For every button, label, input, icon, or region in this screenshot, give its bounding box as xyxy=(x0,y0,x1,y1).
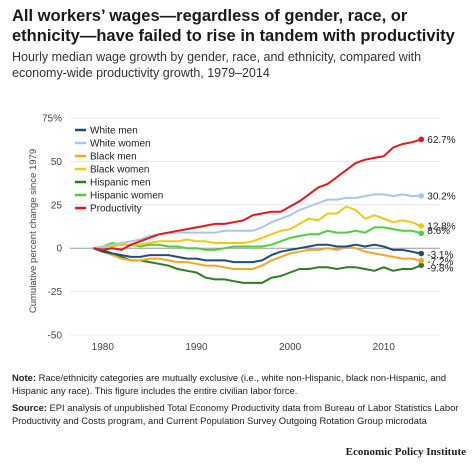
end-point xyxy=(418,250,425,257)
chart-title: All workers’ wages—regardless of gender,… xyxy=(12,7,455,45)
end-point xyxy=(418,230,425,237)
x-tick-label: 1980 xyxy=(92,342,115,353)
series-line-black-men xyxy=(93,245,422,270)
legend-label: White men xyxy=(90,126,138,137)
series-line-hispanic-men xyxy=(93,247,422,284)
y-tick-label: -50 xyxy=(48,331,63,342)
y-tick-label: -25 xyxy=(48,287,63,298)
y-tick-label: 0 xyxy=(56,244,62,255)
legend-label: Productivity xyxy=(90,204,142,215)
source-label: Source: xyxy=(12,402,47,413)
gridlines xyxy=(70,117,440,336)
end-value-labels: -3.1% 30.2% -7.2% 12.8% -9.8% 8.6% 62.7% xyxy=(427,135,455,275)
chart-subtitle: Hourly median wage growth by gender, rac… xyxy=(12,50,422,80)
end-label: -9.8% xyxy=(427,264,453,275)
note-text: Race/ethnicity categories are mutually e… xyxy=(12,372,447,396)
end-label: 8.6% xyxy=(427,226,450,237)
series-line-hispanic-women xyxy=(93,226,422,251)
end-point xyxy=(418,136,425,143)
line-chart: -50 -25 0 25 50 75% 1980 1990 2000 2010 Cumulati… xyxy=(28,114,456,354)
end-label: 62.7% xyxy=(427,135,455,146)
y-tick-label: 50 xyxy=(51,157,63,168)
end-label: 30.2% xyxy=(427,191,455,202)
legend-label: Black men xyxy=(90,152,137,163)
x-tick-label: 1990 xyxy=(185,342,208,353)
legend-label: Black women xyxy=(90,165,149,176)
legend-label: Hispanic women xyxy=(90,191,163,202)
x-tick-label: 2010 xyxy=(373,342,396,353)
series-line-white-men xyxy=(93,243,422,264)
source-text: EPI analysis of unpublished Total Econom… xyxy=(12,402,459,426)
y-tick-label: 25 xyxy=(51,200,63,211)
end-point xyxy=(418,192,425,199)
y-tick-label: 75% xyxy=(42,114,62,125)
end-point xyxy=(418,257,425,264)
legend-label: White women xyxy=(90,139,151,150)
note-label: Note: xyxy=(12,372,36,383)
end-label: -3.1% xyxy=(427,250,453,261)
brand-logo-text: Economic Policy Institute xyxy=(345,446,466,458)
end-point xyxy=(418,223,425,229)
end-label: -7.2% xyxy=(427,257,453,268)
legend-label: Hispanic men xyxy=(90,178,151,189)
x-tick-label: 2000 xyxy=(279,342,302,353)
legend: White men White women Black men Black women… xyxy=(75,126,163,215)
y-axis-ticks: -50 -25 0 25 50 75% xyxy=(42,114,62,342)
series-lines xyxy=(93,136,425,284)
end-label: 12.8% xyxy=(427,221,455,232)
series-line-productivity xyxy=(93,138,422,251)
y-axis-label: Cumulative percent change since 1979 xyxy=(28,149,39,313)
note: Note: Race/ethnicity categories are mutu… xyxy=(12,372,464,397)
series-line-white-women xyxy=(93,193,422,250)
end-point xyxy=(418,262,425,269)
series-line-black-women xyxy=(93,205,422,250)
x-axis-ticks: 1980 1990 2000 2010 xyxy=(92,342,396,353)
source: Source: EPI analysis of unpublished Tota… xyxy=(12,402,464,427)
